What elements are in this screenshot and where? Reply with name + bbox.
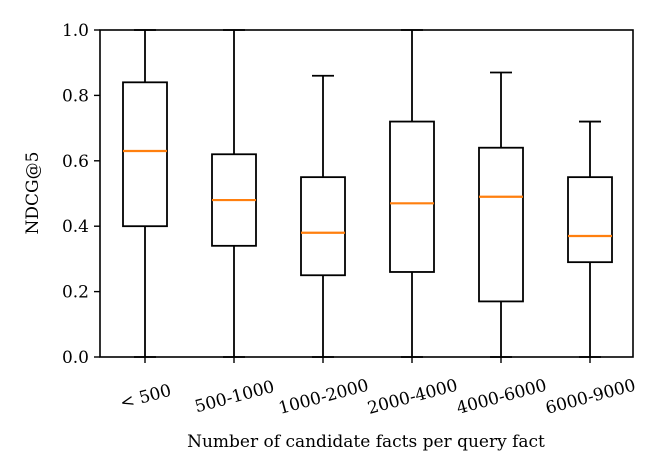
box-5 [567,120,613,358]
x-axis: < 500 500-1000 1000-20002000-40004000-6000… [118,357,638,419]
x-tick-label: 500-1000 [193,377,277,417]
x-tick-label: 6000-9000 [544,376,638,419]
x-tick-label: 2000-4000 [366,376,460,419]
plot-layer [122,29,613,358]
iqr-box [389,120,435,273]
y-tick-label: 0.2 [62,283,89,303]
box-0 [122,29,168,358]
y-tick-label: 1.0 [62,21,89,41]
iqr-box [567,176,613,264]
x-tick-label: < 500 [118,381,174,414]
iqr-box [478,146,524,303]
y-axis: 0.0 0.2 0.4 0.6 0.8 1.0 [62,21,100,368]
x-tick-label: 4000-6000 [455,376,549,419]
box-4 [478,71,524,358]
box-1 [211,29,257,358]
y-axis-label: NDCG@5 [23,152,43,235]
y-tick-label: 0.0 [62,348,89,368]
iqr-box [300,176,346,277]
x-axis-label: Number of candidate facts per query fact [187,432,545,452]
y-tick-label: 0.4 [62,217,89,237]
y-tick-label: 0.6 [62,152,89,172]
iqr-box [122,81,168,228]
plot-frame [99,29,634,358]
x-tick-label: 1000-2000 [277,376,371,419]
box-3 [389,29,435,358]
y-tick-label: 0.8 [62,86,89,106]
box-2 [300,74,346,358]
